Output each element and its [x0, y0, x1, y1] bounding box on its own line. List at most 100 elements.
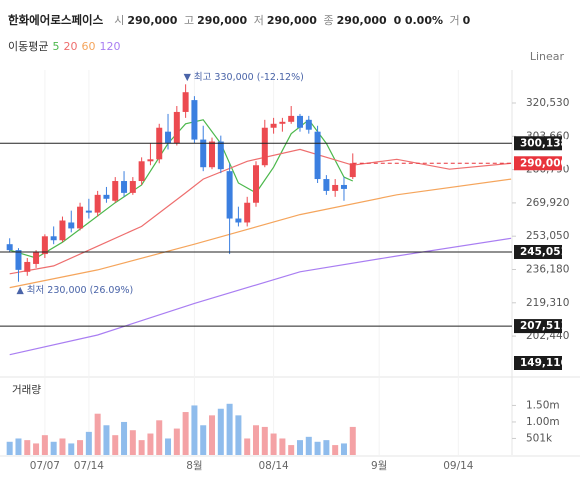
price-label-box: [514, 319, 562, 334]
volume-bar: [165, 438, 172, 455]
volume-bar: [147, 433, 154, 455]
volume-bar: [77, 440, 84, 455]
ma-line: [9, 178, 512, 289]
candle-body: [24, 261, 31, 272]
candle-body: [314, 131, 321, 180]
candle-body: [68, 222, 75, 229]
volume-bar: [217, 408, 224, 455]
candle-body: [15, 250, 22, 270]
ma-legend-entry[interactable]: 5: [52, 40, 60, 53]
ma-title: 이동평균: [8, 40, 49, 53]
candle-body: [112, 181, 119, 201]
candle-body: [173, 111, 180, 144]
volume-bar: [24, 440, 31, 455]
candle-body: [147, 159, 154, 162]
candle-body: [103, 194, 110, 199]
y-tick-label: 253,050: [526, 230, 569, 242]
y-tick-label: 1.00m: [526, 416, 560, 428]
x-tick-label: 09/14: [443, 460, 474, 472]
scale-mode[interactable]: Linear: [529, 50, 564, 63]
candle-body: [33, 252, 40, 264]
candle-body: [244, 202, 251, 223]
candle-body: [77, 206, 84, 229]
volume-bar: [85, 431, 92, 455]
field-value: 290,000: [336, 14, 387, 27]
volume-bar: [121, 421, 128, 455]
field-value: 290,000: [266, 14, 317, 27]
ma-legend: 이동평균 5 20 60 120: [8, 38, 124, 54]
candle-body: [138, 161, 145, 182]
field-key: 종: [323, 14, 334, 27]
price-label: 300,138: [520, 137, 568, 149]
x-tick-label: 8월: [186, 460, 202, 472]
candle-body: [121, 181, 128, 193]
volume-bar: [279, 438, 286, 455]
candle-body: [288, 115, 295, 122]
volume-bar: [6, 441, 13, 455]
y-tick-label: 202,440: [526, 330, 569, 342]
price-label-box: [514, 356, 562, 370]
change: 0: [393, 14, 402, 27]
x-tick-label: 08/14: [258, 460, 289, 472]
x-tick-label: 9월: [371, 460, 387, 472]
volume-bar: [173, 428, 180, 455]
candle-body: [191, 100, 198, 140]
ma-legend-entry[interactable]: 120: [99, 40, 121, 53]
price-label: 149,116: [520, 357, 568, 369]
price-label-box: [514, 136, 562, 151]
volume-bar: [41, 435, 48, 455]
field-value: 290,000: [197, 14, 248, 27]
volume-bar: [209, 415, 216, 455]
ma-legend-entry[interactable]: 20: [63, 40, 78, 53]
volume-bar: [129, 430, 136, 455]
volume-bar: [156, 420, 163, 455]
candle-body: [323, 179, 330, 191]
candle-body: [200, 139, 207, 168]
volume-bar: [15, 438, 22, 455]
header: 한화에어로스페이스 시 290,000 고 290,000 저 290,000 종 290…: [8, 12, 470, 28]
volume-bar: [191, 405, 198, 455]
volume-bar: [94, 413, 101, 455]
candle-body: [85, 210, 92, 213]
price-label: 245,051: [520, 246, 568, 258]
field-key: 고: [183, 14, 195, 27]
volume-bar: [332, 445, 339, 455]
candle-body: [209, 141, 216, 168]
volume-bar: [340, 443, 347, 455]
volume-bar: [261, 426, 268, 455]
volume-bar: [33, 443, 40, 455]
candle-body: [50, 236, 57, 241]
y-tick-label: 219,310: [526, 297, 569, 309]
y-tick-label: 320,530: [526, 97, 569, 109]
candle-body: [94, 194, 101, 213]
extreme-annotation: ▼ 최고 330,000 (-12.12%): [184, 72, 304, 83]
ma-legend-entry[interactable]: 60: [81, 40, 96, 53]
candle-body: [349, 163, 356, 178]
candle-body: [226, 171, 233, 219]
x-tick-label: 07/07: [30, 460, 60, 472]
last-price-box: [514, 156, 562, 171]
ma-line: [9, 237, 512, 356]
volume-bar: [323, 440, 330, 455]
candle-body: [6, 244, 13, 251]
candle-body: [305, 119, 312, 130]
extreme-annotation: ▲ 최저 230,000 (26.09%): [16, 285, 133, 296]
volume-bar: [182, 412, 189, 455]
volume-bar: [59, 438, 66, 455]
volume-bar: [68, 443, 75, 455]
volume-bar: [349, 426, 356, 455]
volume-bar: [296, 440, 303, 455]
stock-name: 한화에어로스페이스: [8, 13, 104, 27]
y-tick-label: 236,180: [526, 263, 569, 275]
volume-bar: [244, 438, 251, 455]
volume-bar: [314, 441, 321, 455]
volume-key: 거: [449, 14, 460, 27]
candle-body: [253, 165, 259, 203]
field-value: 290,000: [127, 14, 178, 27]
candle-body: [261, 127, 268, 166]
candle-body: [340, 184, 347, 189]
candle-body: [332, 184, 339, 191]
candle-body: [270, 123, 277, 128]
